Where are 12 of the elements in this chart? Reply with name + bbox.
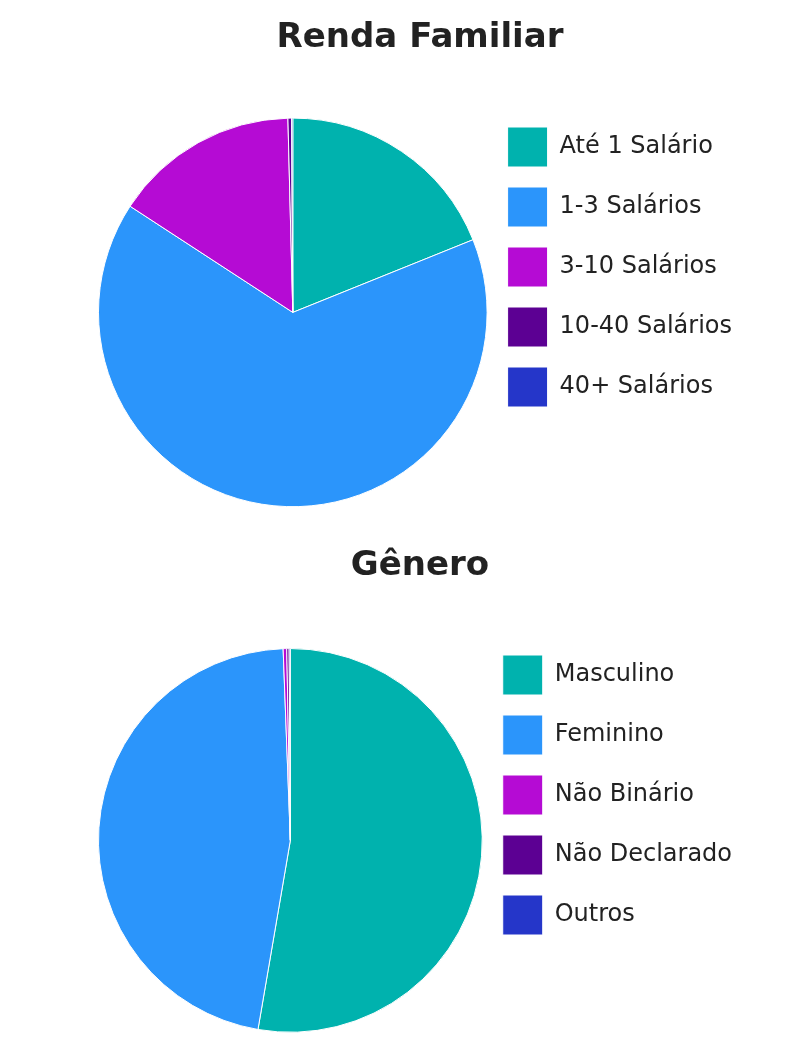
chart-title: Renda Familiar	[276, 15, 564, 56]
legend-label: Até 1 Salário	[559, 131, 713, 160]
chart-title: Gênero	[350, 543, 490, 584]
legend-label: Masculino	[554, 659, 675, 688]
legend-label: Não Declarado	[554, 839, 732, 868]
legend-label: 1-3 Salários	[559, 191, 702, 220]
legend-label: Outros	[554, 899, 635, 928]
legend-label: Feminino	[554, 719, 664, 748]
legend-label: Não Binário	[554, 779, 694, 808]
legend-label: 10-40 Salários	[559, 311, 732, 340]
legend-label: 3-10 Salários	[559, 251, 717, 280]
legend-label: 40+ Salários	[559, 371, 713, 400]
